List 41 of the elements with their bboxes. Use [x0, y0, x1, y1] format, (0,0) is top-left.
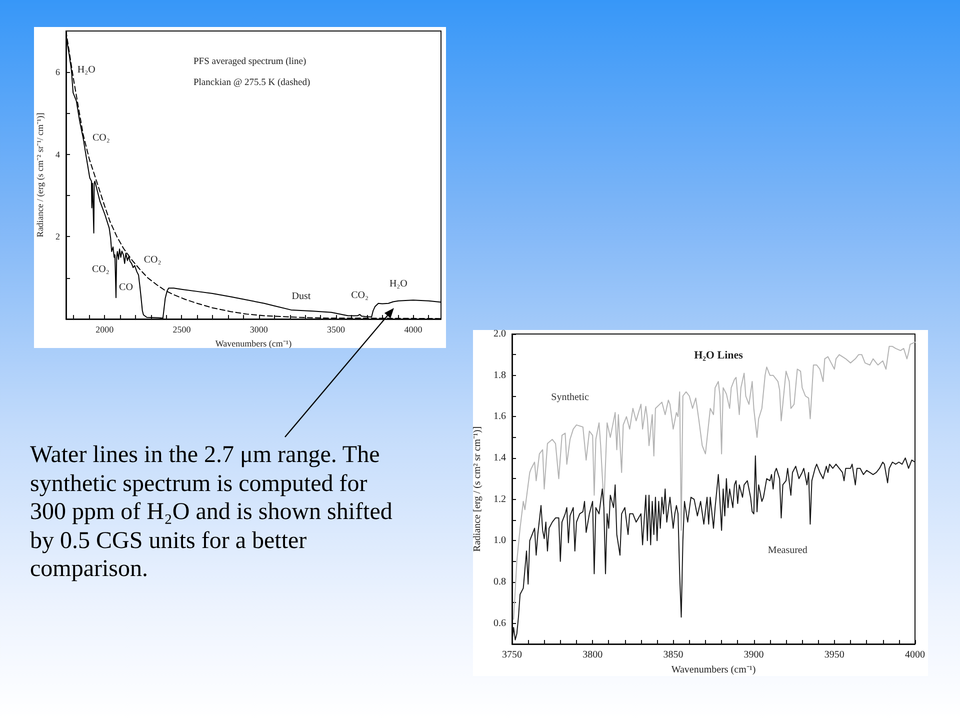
y-tick-label: 2.0: [494, 328, 506, 340]
y-tick-label: 6: [56, 67, 60, 78]
x-tick-label: 3850: [663, 650, 684, 660]
x-tick-label: 4000: [404, 324, 423, 334]
y-tick-label: 0.8: [494, 576, 506, 588]
y-tick-label: 1.6: [494, 411, 506, 422]
y-tick-label: 1.2: [494, 494, 506, 505]
y-axis-title: Radiance [erg / (s cm² sr cm⁻¹)]: [472, 426, 484, 552]
annotation: Dust: [292, 290, 311, 302]
x-tick-label: 3000: [250, 324, 268, 334]
y-tick-label: 1.0: [494, 535, 506, 546]
annotation: CO₂: [351, 290, 369, 301]
x-tick-label: 3800: [582, 650, 603, 660]
annotation: H₂O: [77, 64, 96, 76]
annotation: CO: [119, 282, 133, 294]
annotation: PFS averaged spectrum (line): [194, 57, 306, 67]
y-tick-label: 2: [56, 232, 60, 242]
annotation: CO₂: [92, 132, 110, 144]
text: H₂O Lines: [694, 350, 744, 362]
y-tick-label: 1.4: [494, 452, 506, 464]
y-tick-label: 1.8: [494, 370, 506, 381]
x-tick-label: 3900: [744, 650, 764, 660]
y-tick-label: 4: [56, 149, 60, 160]
x-axis-title: Wavenumbers (cm⁻¹): [671, 664, 756, 676]
annotation: CO₂: [144, 254, 162, 266]
y-axis-title: Radiance / (erg (s cm⁻² sr⁻¹/ cm⁻¹)]: [35, 112, 46, 238]
x-tick-label: 2500: [172, 324, 192, 334]
x-tick-label: 2000: [96, 324, 114, 334]
x-tick-label: 3950: [824, 650, 844, 660]
annotation: H₂O: [389, 278, 408, 290]
x-tick-label: 3750: [502, 650, 522, 660]
y-tick-label: 0.6: [494, 618, 506, 629]
x-axis-title: Wavenumbers (cm⁻¹): [215, 338, 292, 348]
annotation: CO₂: [92, 264, 110, 276]
x-tick-label: 3500: [327, 324, 346, 334]
text: Water lines in the 2.7 μm range. The synthetic spectrum is computed for 300 ppm of H₂O and is shown shifted by 0.5 CGS units for a better comparison.: [30, 441, 394, 584]
text: Measured: [768, 544, 808, 556]
x-tick-label: 4000: [905, 650, 925, 660]
line-series: [513, 342, 916, 620]
text: Synthetic: [551, 392, 590, 403]
annotation: Planckian @ 275.5 K (dashed): [194, 78, 310, 88]
